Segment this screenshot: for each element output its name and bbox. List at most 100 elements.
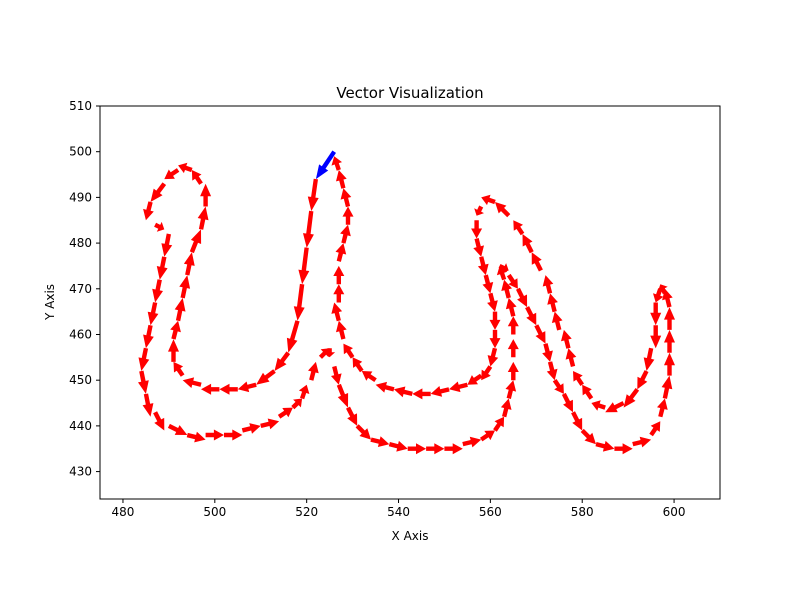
vector-arrow bbox=[650, 302, 662, 326]
vector-arrow bbox=[189, 229, 202, 254]
vector-arrow bbox=[342, 206, 354, 225]
x-tick-label: 500 bbox=[203, 505, 226, 519]
vector-arrow bbox=[661, 375, 673, 399]
vector-arrow bbox=[178, 162, 193, 174]
vector-arrow bbox=[331, 302, 343, 322]
y-tick-label: 430 bbox=[69, 465, 92, 479]
vector-arrow bbox=[614, 443, 633, 455]
vector-arrow bbox=[637, 370, 649, 390]
vector-arrow bbox=[412, 388, 431, 400]
vector-arrow bbox=[505, 297, 517, 317]
vector-arrow bbox=[582, 384, 594, 400]
vector-arrow bbox=[298, 384, 310, 400]
vector-arrow bbox=[375, 381, 395, 393]
vector-arrow bbox=[331, 365, 342, 385]
vector-arrow bbox=[361, 371, 377, 382]
vector-arrow bbox=[664, 307, 675, 330]
vector-arrow bbox=[495, 202, 511, 218]
vector-arrow bbox=[500, 398, 512, 418]
y-tick-label: 450 bbox=[69, 373, 92, 387]
y-tick-label: 470 bbox=[69, 282, 92, 296]
x-tick-label: 540 bbox=[387, 505, 410, 519]
vector-arrow bbox=[150, 182, 167, 202]
vector-arrow bbox=[138, 347, 150, 371]
vector-arrow bbox=[561, 329, 572, 349]
vector-arrow bbox=[173, 361, 185, 377]
vector-arrow bbox=[303, 210, 314, 248]
vector-arrow bbox=[474, 205, 484, 216]
vector-arrow bbox=[444, 443, 463, 455]
vector-arrow bbox=[513, 220, 525, 236]
vector-arrow bbox=[501, 279, 512, 299]
vector-arrow bbox=[274, 351, 291, 371]
vector-arrow bbox=[462, 436, 482, 448]
x-tick-label: 520 bbox=[295, 505, 318, 519]
y-tick-label: 460 bbox=[69, 327, 92, 341]
vector-arrow bbox=[164, 168, 180, 180]
vector-arrow bbox=[191, 170, 203, 185]
vector-arrow bbox=[605, 401, 625, 413]
vector-arrow bbox=[143, 201, 154, 221]
vector-arrow bbox=[219, 383, 238, 395]
vector-arrow bbox=[546, 361, 558, 381]
vector-arrow bbox=[335, 243, 347, 262]
plot-area-frame bbox=[99, 105, 721, 500]
vector-arrow bbox=[333, 284, 345, 303]
vector-arrow bbox=[571, 411, 583, 431]
vector-arrow bbox=[138, 370, 149, 394]
vector-arrow bbox=[340, 188, 352, 208]
vector-arrow bbox=[152, 279, 163, 303]
y-axis: 430 440 450 460 470 480 490 500 510 bbox=[69, 99, 100, 479]
vector-arrow bbox=[505, 380, 517, 399]
vector-arrow bbox=[534, 324, 546, 344]
vector-arrow bbox=[507, 316, 519, 335]
vector-arrow bbox=[477, 256, 489, 276]
start-vector-arrow bbox=[315, 150, 336, 180]
vector-arrow bbox=[473, 238, 484, 257]
vector-arrow bbox=[573, 371, 584, 386]
vector-arrow bbox=[260, 418, 280, 430]
x-tick-label: 600 bbox=[663, 505, 686, 519]
vector-arrow bbox=[183, 252, 195, 276]
vector-arrow bbox=[286, 320, 300, 353]
vector-arrow bbox=[174, 297, 186, 322]
vector-arrow bbox=[662, 288, 673, 308]
vector-arrow bbox=[147, 302, 159, 326]
vector-arrow bbox=[481, 365, 493, 381]
vector-arrow bbox=[308, 361, 319, 381]
vector-arrow bbox=[487, 347, 499, 367]
vector-arrow bbox=[481, 194, 496, 206]
vector-arrow bbox=[482, 274, 494, 294]
vector-arrow bbox=[318, 348, 330, 359]
vector-arrow bbox=[153, 411, 165, 431]
vector-arrow bbox=[277, 407, 293, 419]
vector-arrow bbox=[653, 288, 664, 303]
vector-arrow bbox=[650, 325, 662, 349]
vector-arrow bbox=[623, 388, 640, 408]
x-tick-label: 580 bbox=[571, 505, 594, 519]
vector-arrow bbox=[487, 292, 498, 312]
vector-arrow bbox=[200, 183, 212, 207]
chart-title: Vector Visualization bbox=[336, 84, 483, 102]
vector-arrow bbox=[552, 379, 564, 394]
vector-arrow bbox=[167, 423, 188, 435]
x-tick-label: 480 bbox=[112, 505, 135, 519]
vector-arrow bbox=[201, 383, 220, 395]
vector-arrow bbox=[388, 440, 408, 452]
vector-arrow bbox=[298, 247, 310, 285]
vector-arrow bbox=[142, 393, 154, 417]
vector-arrow bbox=[291, 398, 303, 410]
vector-arrow bbox=[336, 320, 347, 340]
vector-arrow bbox=[471, 220, 483, 239]
vector-arrow bbox=[506, 273, 518, 289]
vector-arrow bbox=[531, 252, 543, 272]
vector-arrow bbox=[561, 392, 573, 413]
vector-arrow bbox=[516, 287, 528, 308]
vector-arrow bbox=[205, 429, 224, 441]
vector-arrow bbox=[489, 329, 501, 349]
vector-arrow bbox=[393, 386, 413, 398]
vector-arrow bbox=[170, 320, 181, 340]
vector-arrow bbox=[293, 283, 305, 321]
vector-arrow bbox=[182, 377, 202, 388]
